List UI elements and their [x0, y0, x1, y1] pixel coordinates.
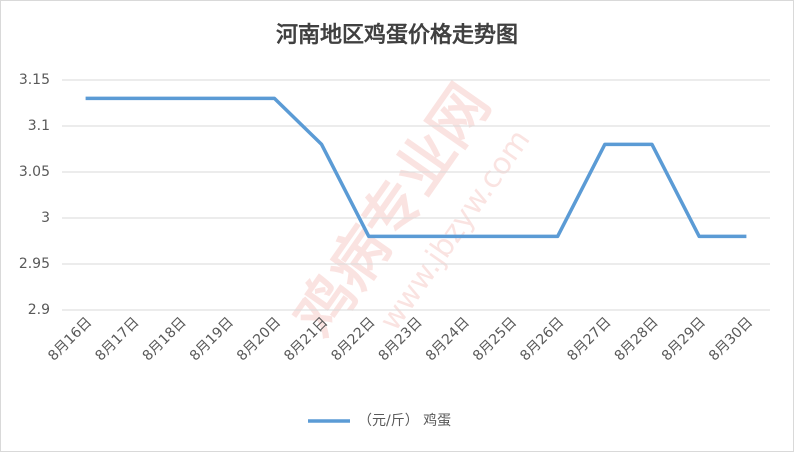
y-tick-label: 2.9: [28, 302, 50, 318]
chart-title: 河南地区鸡蛋价格走势图: [276, 22, 518, 48]
y-tick-label: 3.15: [19, 72, 50, 88]
legend-label: （元/斤） 鸡蛋: [358, 412, 451, 429]
y-tick-label: 2.95: [19, 256, 50, 272]
y-tick-label: 3.1: [28, 118, 50, 134]
data-line: [85, 96, 747, 239]
y-tick-label: 3.05: [19, 164, 50, 180]
y-tick-label: 3: [41, 210, 50, 226]
